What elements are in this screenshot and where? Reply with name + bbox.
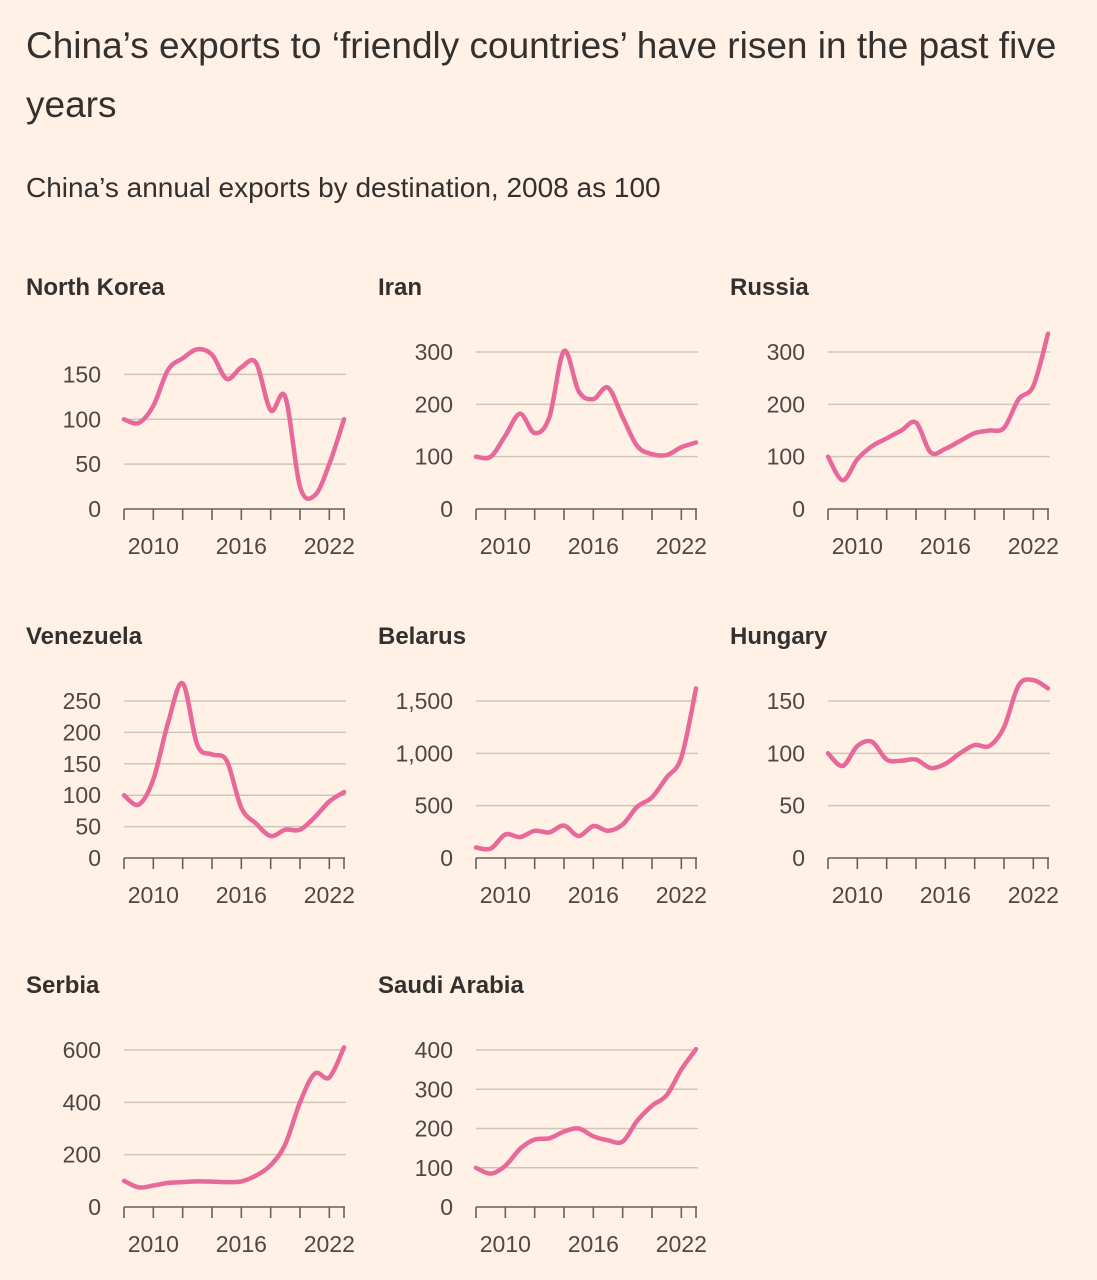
panel-title: Venezuela [26, 623, 143, 650]
y-tick-label: 400 [63, 1089, 101, 1115]
line-chart-hungary: 0 50 100 150 2010 2016 2022 [767, 677, 1059, 908]
y-tick-label: 500 [415, 793, 453, 819]
y-tick-label: 100 [415, 444, 453, 470]
y-tick-label: 150 [63, 361, 101, 387]
y-tick-label: 0 [88, 496, 101, 522]
x-tick-label: 2022 [1008, 882, 1059, 908]
y-tick-label: 300 [767, 339, 805, 365]
x-tick-label: 2022 [304, 533, 355, 559]
y-tick-label: 200 [767, 391, 805, 417]
panel-title: Russia [730, 274, 809, 301]
x-tick-label: 2022 [304, 1231, 355, 1257]
panel-title: Saudi Arabia [378, 972, 524, 999]
panel-title: Hungary [730, 623, 828, 650]
y-tick-label: 300 [415, 1076, 453, 1102]
panel-hungary: Hungary 0 50 100 150 2010 2016 2022 [730, 621, 1075, 921]
x-tick-label: 2022 [656, 533, 707, 559]
y-tick-label: 150 [767, 688, 805, 714]
x-tick-label: 2016 [920, 533, 971, 559]
chart-title: China’s exports to ‘friendly countries’ … [26, 25, 1057, 125]
y-tick-label: 100 [767, 740, 805, 766]
panel-serbia: Serbia 0 200 400 600 2010 2016 2022 [26, 970, 371, 1270]
series-line [473, 1046, 699, 1176]
panel-saudi-arabia: Saudi Arabia 0 100 200 300 400 2010 2016 2022 [378, 970, 723, 1270]
y-tick-label: 0 [88, 1194, 101, 1220]
y-tick-label: 50 [75, 814, 101, 840]
x-tick-label: 2010 [480, 1231, 531, 1257]
y-tick-label: 100 [63, 782, 101, 808]
series-line [473, 348, 699, 461]
y-tick-label: 0 [440, 496, 453, 522]
y-tick-label: 100 [63, 406, 101, 432]
panel-title: Belarus [378, 623, 467, 650]
y-tick-label: 200 [415, 391, 453, 417]
x-tick-label: 2010 [128, 882, 179, 908]
y-tick-label: 200 [415, 1116, 453, 1142]
panel-title: North Korea [26, 274, 165, 301]
panel-russia: Russia 0 100 200 300 2010 2016 2022 [730, 272, 1075, 572]
y-tick-label: 1,000 [395, 740, 453, 766]
y-tick-label: 50 [75, 451, 101, 477]
x-tick-label: 2016 [216, 533, 267, 559]
x-tick-label: 2010 [832, 882, 883, 908]
series-line [825, 331, 1051, 483]
panel-iran: Iran 0 100 200 300 2010 2016 2022 [378, 272, 723, 572]
panel-venezuela: Venezuela 0 50 100 150 200 250 2010 2016 2022 [26, 621, 371, 921]
series-line [121, 681, 347, 839]
panel-title: Iran [378, 274, 423, 301]
x-tick-label: 2010 [128, 533, 179, 559]
x-tick-label: 2010 [480, 533, 531, 559]
y-tick-label: 400 [415, 1037, 453, 1063]
line-chart-serbia: 0 200 400 600 2010 2016 2022 [63, 1037, 355, 1257]
x-tick-label: 2016 [216, 882, 267, 908]
y-tick-label: 100 [415, 1155, 453, 1181]
y-tick-label: 1,500 [395, 688, 453, 714]
y-tick-label: 50 [779, 793, 805, 819]
y-tick-label: 0 [440, 845, 453, 871]
y-tick-label: 0 [792, 496, 805, 522]
x-tick-label: 2016 [920, 882, 971, 908]
x-tick-label: 2016 [568, 533, 619, 559]
series-line [473, 686, 699, 852]
y-tick-label: 600 [63, 1037, 101, 1063]
x-tick-label: 2016 [568, 882, 619, 908]
panel-belarus: Belarus 0 500 1,000 1,500 2010 2016 2022 [378, 621, 723, 921]
y-tick-label: 150 [63, 751, 101, 777]
line-chart-venezuela: 0 50 100 150 200 250 2010 2016 2022 [63, 681, 355, 908]
x-tick-label: 2022 [304, 882, 355, 908]
line-chart-north-korea: 0 50 100 150 2010 2016 2022 [63, 346, 355, 559]
chart-subtitle: China’s annual exports by destination, 2… [26, 172, 661, 203]
x-tick-label: 2022 [1008, 533, 1059, 559]
series-line [121, 346, 347, 501]
y-tick-label: 0 [792, 845, 805, 871]
x-tick-label: 2010 [480, 882, 531, 908]
y-tick-label: 250 [63, 688, 101, 714]
series-line [121, 1045, 347, 1190]
line-chart-belarus: 0 500 1,000 1,500 2010 2016 2022 [395, 686, 707, 908]
panel-north-korea: North Korea 0 50 100 150 2010 2016 2022 [26, 272, 371, 572]
y-tick-label: 200 [63, 1142, 101, 1168]
x-tick-label: 2010 [832, 533, 883, 559]
line-chart-saudi-arabia: 0 100 200 300 400 2010 2016 2022 [415, 1037, 707, 1257]
y-tick-label: 100 [767, 444, 805, 470]
x-tick-label: 2022 [656, 1231, 707, 1257]
panel-title: Serbia [26, 972, 100, 999]
y-tick-label: 0 [88, 845, 101, 871]
x-tick-label: 2016 [568, 1231, 619, 1257]
line-chart-russia: 0 100 200 300 2010 2016 2022 [767, 331, 1059, 559]
x-tick-label: 2016 [216, 1231, 267, 1257]
y-tick-label: 0 [440, 1194, 453, 1220]
y-tick-label: 300 [415, 339, 453, 365]
y-tick-label: 200 [63, 719, 101, 745]
line-chart-iran: 0 100 200 300 2010 2016 2022 [415, 339, 707, 559]
x-tick-label: 2010 [128, 1231, 179, 1257]
series-line [825, 677, 1051, 771]
x-tick-label: 2022 [656, 882, 707, 908]
